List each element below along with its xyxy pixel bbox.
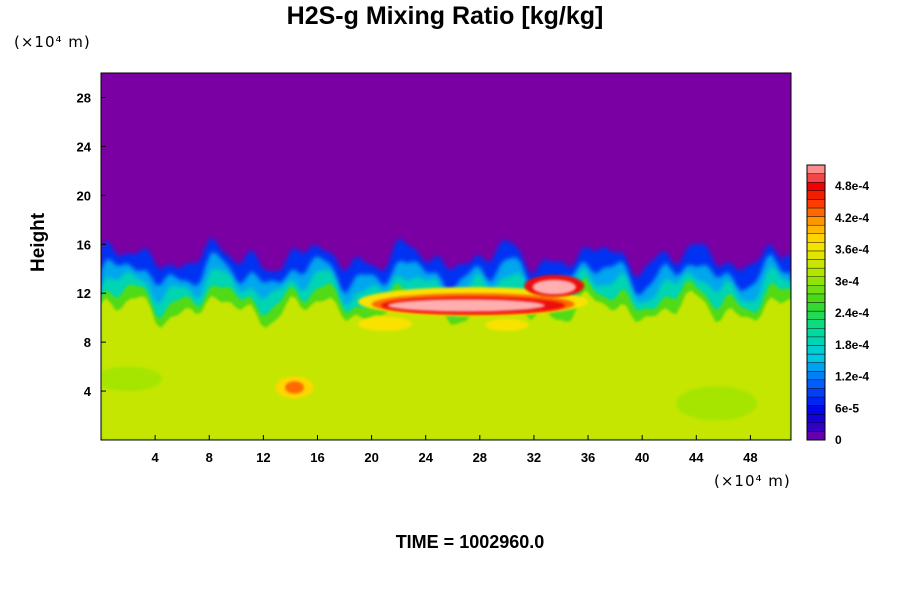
chart-title: H2S-g Mixing Ratio [kg/kg] — [286, 2, 604, 30]
colorbar-label: 1.2e-4 — [835, 370, 869, 384]
plot-area — [101, 73, 791, 440]
colorbar-swatch — [806, 414, 826, 424]
time-annotation: TIME = 1002960.0 — [395, 532, 545, 552]
colorbar-swatch — [806, 216, 826, 226]
colorbar-swatch — [806, 396, 826, 406]
x-tick-label: 12 — [256, 450, 270, 465]
colorbar-label: 4.2e-4 — [835, 211, 869, 225]
colorbar-label: 2.4e-4 — [835, 306, 869, 320]
colorbar-swatch — [806, 276, 826, 286]
colorbar-swatch — [806, 353, 826, 363]
y-tick-label: 28 — [77, 90, 91, 105]
colorbar-swatch — [806, 181, 826, 191]
colorbar-swatch — [806, 431, 826, 441]
colorbar-swatch — [806, 190, 826, 200]
colorbar-swatch — [806, 267, 826, 277]
colorbar-swatch — [806, 328, 826, 338]
x-axis-ticks: 4 8 12 16 20 24 28 32 36 40 44 48 — [152, 435, 758, 465]
field-lower-layer — [101, 290, 791, 440]
colorbar-swatch — [806, 250, 826, 260]
colorbar-swatch — [806, 371, 826, 381]
x-axis-unit: (×10⁴ m) — [714, 472, 791, 490]
field-eddy-orange — [284, 381, 304, 394]
colorbar-swatch — [806, 259, 826, 269]
x-tick-label: 48 — [743, 450, 757, 465]
colorbar-label: 3.6e-4 — [835, 243, 869, 257]
y-axis-unit: (×10⁴ m) — [14, 33, 91, 51]
colorbar-swatch — [806, 336, 826, 346]
colorbar-frame — [806, 164, 826, 441]
y-tick-label: 12 — [77, 286, 91, 301]
colorbar-swatch — [806, 310, 826, 320]
colorbar-label: 6e-5 — [835, 401, 859, 415]
colorbar-swatch — [806, 388, 826, 398]
x-tick-label: 8 — [206, 450, 213, 465]
field-patch-green-2 — [101, 366, 162, 392]
x-tick-label: 4 — [152, 450, 160, 465]
colorbar-label: 0 — [835, 433, 842, 447]
y-tick-label: 8 — [84, 335, 91, 350]
colorbar-swatch — [806, 285, 826, 295]
colorbar-swatch — [806, 405, 826, 415]
field-patch-green-1 — [675, 386, 758, 421]
y-axis-ticks: 4 8 12 16 20 24 28 — [77, 90, 106, 399]
field-patch-yellow-2 — [485, 318, 529, 332]
colorbar-swatch — [806, 164, 826, 174]
x-tick-label: 44 — [689, 450, 704, 465]
colorbar-label: 4.8e-4 — [835, 179, 869, 193]
colorbar-swatch — [806, 242, 826, 252]
colorbar-label: 3e-4 — [835, 274, 859, 288]
colorbar-swatch — [806, 233, 826, 243]
y-tick-label: 16 — [77, 237, 91, 252]
x-tick-label: 40 — [635, 450, 649, 465]
x-tick-label: 36 — [581, 450, 595, 465]
colorbar-swatch — [806, 207, 826, 217]
colorbar-swatch — [806, 319, 826, 329]
field-plume-tail-core — [532, 279, 576, 295]
colorbar-swatch — [806, 379, 826, 389]
y-tick-label: 24 — [77, 139, 92, 154]
colorbar-swatch — [806, 224, 826, 234]
colorbar-swatch — [806, 302, 826, 312]
colorbar: 0 6e-5 1.2e-4 1.8e-4 2.4e-4 3e-4 3.6e-4 4.2e-4 4… — [806, 164, 869, 447]
colorbar-swatch — [806, 293, 826, 303]
x-tick-label: 16 — [310, 450, 324, 465]
colorbar-swatch — [806, 345, 826, 355]
y-tick-label: 20 — [77, 188, 91, 203]
plot-frame — [100, 72, 792, 441]
colorbar-swatch — [806, 362, 826, 372]
colorbar-swatch — [806, 422, 826, 432]
x-tick-label: 28 — [473, 450, 487, 465]
x-tick-label: 20 — [364, 450, 378, 465]
x-tick-label: 32 — [527, 450, 541, 465]
colorbar-swatch — [806, 199, 826, 209]
x-tick-label: 24 — [418, 450, 433, 465]
field-plume-core — [387, 299, 545, 312]
colorbar-swatch — [806, 173, 826, 183]
field-patch-yellow-1 — [358, 316, 413, 332]
y-tick-label: 4 — [84, 384, 92, 399]
colorbar-label: 1.8e-4 — [835, 338, 869, 352]
